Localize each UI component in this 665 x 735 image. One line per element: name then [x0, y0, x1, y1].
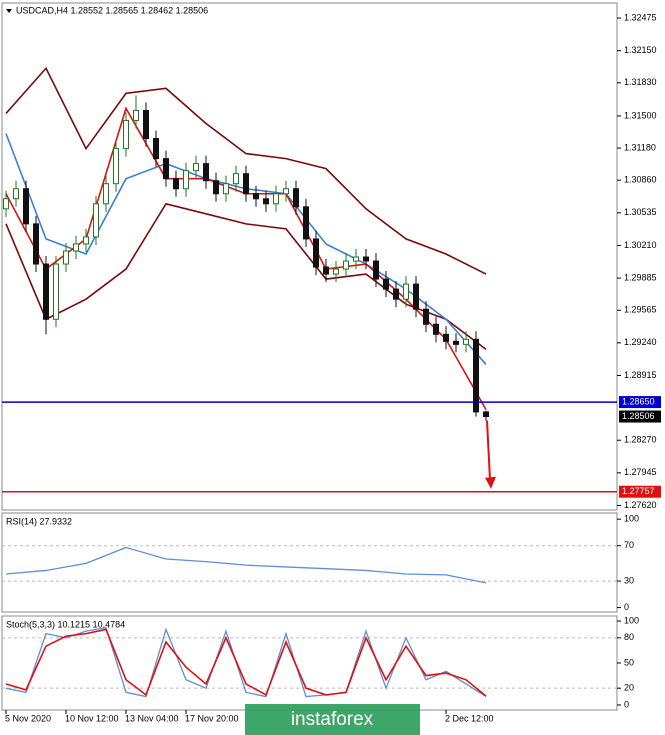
candle-body: [13, 188, 19, 200]
candle-body: [123, 119, 129, 150]
candle-body: [243, 173, 249, 195]
indicator-line: [5, 628, 487, 697]
candle-body: [343, 260, 349, 270]
candle-body: [213, 180, 219, 195]
y-tick-label: 100: [624, 615, 639, 625]
candle-body: [413, 283, 419, 310]
arrow-head: [485, 476, 496, 489]
candle-body: [183, 170, 189, 190]
y-tick-label: 1.32150: [624, 45, 657, 55]
candle-body: [173, 178, 179, 190]
candle-body: [223, 183, 229, 195]
candle-body: [453, 340, 459, 345]
candle-body: [53, 263, 59, 320]
candle-body: [3, 198, 9, 210]
candle-body: [143, 109, 149, 140]
y-tick-label: 1.28270: [624, 435, 657, 445]
candle-body: [473, 338, 479, 413]
x-tick-label: 10 Nov 12:00: [65, 713, 119, 723]
candle-body: [43, 263, 49, 320]
candle-body: [333, 268, 339, 275]
watermark-box: [245, 704, 420, 735]
indicator-line: [5, 627, 487, 698]
y-tick-label: 1.28915: [624, 370, 657, 380]
y-tick-label: 50: [624, 657, 634, 667]
level-label: 1.27757: [622, 486, 655, 496]
y-tick-label: 1.30210: [624, 240, 657, 250]
candle-body: [203, 163, 209, 182]
y-tick-label: 1.31500: [624, 110, 657, 120]
y-tick-label: 1.27620: [624, 500, 657, 510]
candle-body: [233, 173, 239, 185]
candle-body: [133, 109, 139, 121]
y-tick-label: 20: [624, 683, 634, 693]
candle-body: [33, 223, 39, 265]
candle-body: [483, 411, 489, 418]
level-box: [619, 396, 661, 409]
candle-body: [373, 260, 379, 280]
candle-body: [83, 236, 89, 245]
candle-body: [433, 323, 439, 335]
y-tick-label: 30: [624, 575, 634, 585]
candle-body: [113, 148, 119, 185]
stoch-title: Stoch(5,3,3) 10.1215 10.4784: [6, 619, 125, 629]
y-tick-label: 1.29885: [624, 272, 657, 282]
candle-body: [23, 188, 29, 225]
y-tick-label: 0: [624, 602, 629, 612]
candle-body: [73, 243, 79, 252]
candle-body: [303, 206, 309, 240]
x-tick-label: 2 Dec 12:00: [445, 713, 494, 723]
x-tick-label: 13 Nov 04:00: [125, 713, 179, 723]
candle-body: [353, 256, 359, 262]
y-tick-label: 80: [624, 632, 634, 642]
rsi-panel: [1, 512, 618, 613]
candle-body: [253, 193, 259, 200]
candle-body: [103, 183, 109, 205]
y-tick-label: 1.30860: [624, 175, 657, 185]
candle-body: [293, 188, 299, 208]
candle-body: [63, 250, 69, 265]
level-box: [619, 485, 661, 498]
price-label: 1.28506: [622, 411, 655, 421]
y-tick-label: 0: [624, 699, 629, 709]
menu-arrow: [6, 9, 12, 13]
y-tick-label: 1.29240: [624, 337, 657, 347]
y-tick-label: 70: [624, 540, 634, 550]
candle-body: [383, 278, 389, 290]
rsi-title: RSI(14) 27.9332: [6, 516, 72, 526]
y-tick-label: 1.31830: [624, 77, 657, 87]
indicator-line: [5, 66, 487, 275]
y-tick-label: 1.27945: [624, 467, 657, 477]
price-panel: [1, 2, 618, 511]
y-tick-label: 100: [624, 514, 639, 524]
watermark: instaforex: [291, 709, 374, 730]
candle-body: [403, 283, 409, 300]
candle-body: [463, 338, 469, 345]
candle-body: [153, 138, 159, 160]
y-tick-label: 1.32475: [624, 12, 657, 22]
x-tick-label: 5 Nov 2020: [5, 713, 51, 723]
candle-body: [443, 333, 449, 342]
candle-body: [393, 288, 399, 300]
candle-body: [263, 198, 269, 205]
candle-body: [313, 238, 319, 268]
level-label: 1.28650: [622, 396, 655, 406]
arrow-shaft: [486, 420, 491, 480]
candle-body: [363, 256, 369, 262]
candle-body: [423, 308, 429, 325]
candle-body: [193, 163, 199, 172]
candle-body: [323, 266, 329, 275]
chart-title: USDCAD,H4 1.28552 1.28565 1.28462 1.2850…: [16, 5, 208, 15]
y-tick-label: 1.31180: [624, 142, 656, 152]
y-tick-label: 1.29565: [624, 305, 657, 315]
price-box: [619, 410, 661, 423]
x-tick-label: 17 Nov 20:00: [185, 713, 239, 723]
y-tick-label: 1.30535: [624, 207, 657, 217]
candle-body: [283, 188, 289, 195]
candle-body: [163, 158, 169, 180]
indicator-line: [5, 546, 487, 584]
candle-body: [93, 203, 99, 238]
candle-body: [273, 193, 279, 205]
